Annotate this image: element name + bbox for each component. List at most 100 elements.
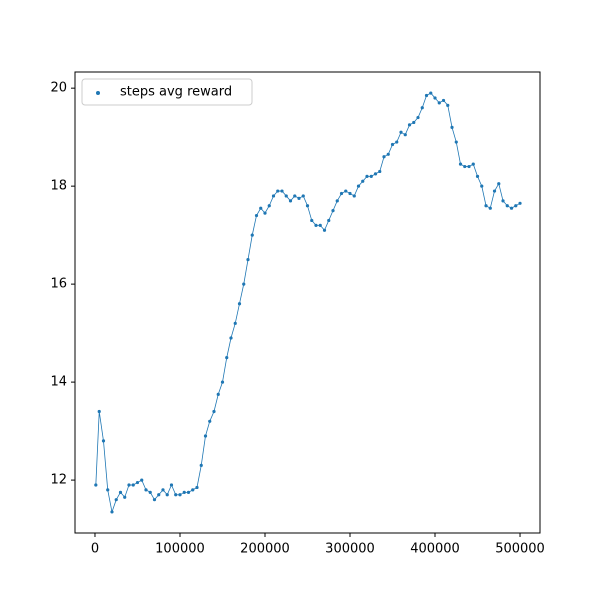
- point: [246, 258, 250, 262]
- point: [433, 96, 437, 100]
- point: [263, 211, 267, 215]
- point: [331, 209, 335, 213]
- point: [229, 336, 233, 340]
- legend-marker: [96, 91, 100, 95]
- legend-label: steps avg reward: [120, 85, 232, 100]
- point: [305, 204, 310, 208]
- point: [280, 189, 284, 193]
- point: [437, 101, 441, 105]
- point: [216, 392, 220, 396]
- point: [110, 510, 114, 514]
- point: [446, 103, 450, 107]
- point: [101, 439, 106, 443]
- point: [514, 204, 518, 208]
- point: [169, 483, 174, 487]
- y-tick-label: 14: [50, 375, 67, 390]
- point: [254, 213, 259, 218]
- point: [94, 483, 98, 487]
- point: [237, 302, 242, 306]
- point: [259, 206, 263, 210]
- point: [144, 488, 148, 492]
- point: [186, 490, 191, 494]
- point: [178, 493, 182, 497]
- point: [314, 223, 318, 227]
- point: [297, 196, 301, 200]
- point: [454, 140, 458, 144]
- point: [140, 478, 144, 482]
- point: [416, 115, 420, 120]
- point: [123, 495, 127, 499]
- point: [429, 91, 433, 95]
- point: [242, 282, 246, 286]
- point: [310, 218, 314, 223]
- x-tick-label: 0: [91, 542, 99, 557]
- point: [118, 490, 123, 494]
- x-tick-label: 300000: [325, 542, 375, 557]
- point: [203, 434, 208, 438]
- point: [148, 490, 152, 494]
- point: [165, 493, 169, 497]
- point: [97, 409, 101, 414]
- point: [378, 169, 382, 174]
- x-tick-label: 200000: [240, 542, 290, 557]
- point: [395, 140, 399, 144]
- point: [225, 356, 229, 360]
- point: [131, 483, 135, 487]
- point: [191, 488, 195, 492]
- point: [267, 204, 271, 208]
- point: [509, 206, 514, 210]
- plot-frame: [74, 71, 541, 534]
- point: [127, 483, 131, 487]
- point: [463, 164, 467, 169]
- point: [301, 194, 305, 198]
- point: [114, 498, 118, 502]
- point: [322, 228, 327, 232]
- point: [492, 189, 497, 193]
- point: [271, 194, 276, 198]
- x-tick-label: 500000: [495, 542, 545, 557]
- point: [365, 174, 369, 178]
- point: [497, 182, 501, 186]
- point: [390, 142, 395, 147]
- point: [450, 125, 454, 129]
- point: [106, 488, 110, 492]
- point: [412, 120, 416, 125]
- point: [288, 199, 293, 203]
- point: [276, 189, 280, 193]
- point: [182, 490, 186, 494]
- point: [208, 419, 212, 423]
- point: [157, 493, 161, 497]
- point: [484, 204, 488, 208]
- point: [403, 133, 407, 137]
- point: [518, 201, 522, 205]
- point: [335, 199, 339, 203]
- point: [339, 191, 344, 196]
- y-tick-label: 20: [50, 81, 67, 96]
- point: [327, 218, 331, 223]
- point: [369, 174, 373, 178]
- point: [356, 184, 361, 188]
- point: [352, 194, 356, 198]
- point: [488, 206, 492, 210]
- point: [382, 155, 386, 159]
- point: [467, 164, 471, 169]
- point: [318, 223, 322, 227]
- point: [212, 409, 216, 414]
- y-tick-label: 18: [50, 179, 67, 194]
- point: [501, 199, 505, 203]
- point: [152, 498, 157, 502]
- point: [373, 172, 378, 176]
- point: [250, 233, 254, 237]
- x-tick-label: 100000: [155, 542, 205, 557]
- point: [480, 184, 484, 188]
- point: [233, 321, 237, 325]
- point: [293, 194, 297, 198]
- point: [284, 194, 288, 198]
- point: [348, 191, 352, 196]
- point: [505, 204, 509, 208]
- x-tick-label: 400000: [410, 542, 460, 557]
- point: [420, 106, 424, 110]
- y-tick-label: 16: [50, 277, 67, 292]
- point: [441, 98, 446, 103]
- point: [471, 162, 475, 166]
